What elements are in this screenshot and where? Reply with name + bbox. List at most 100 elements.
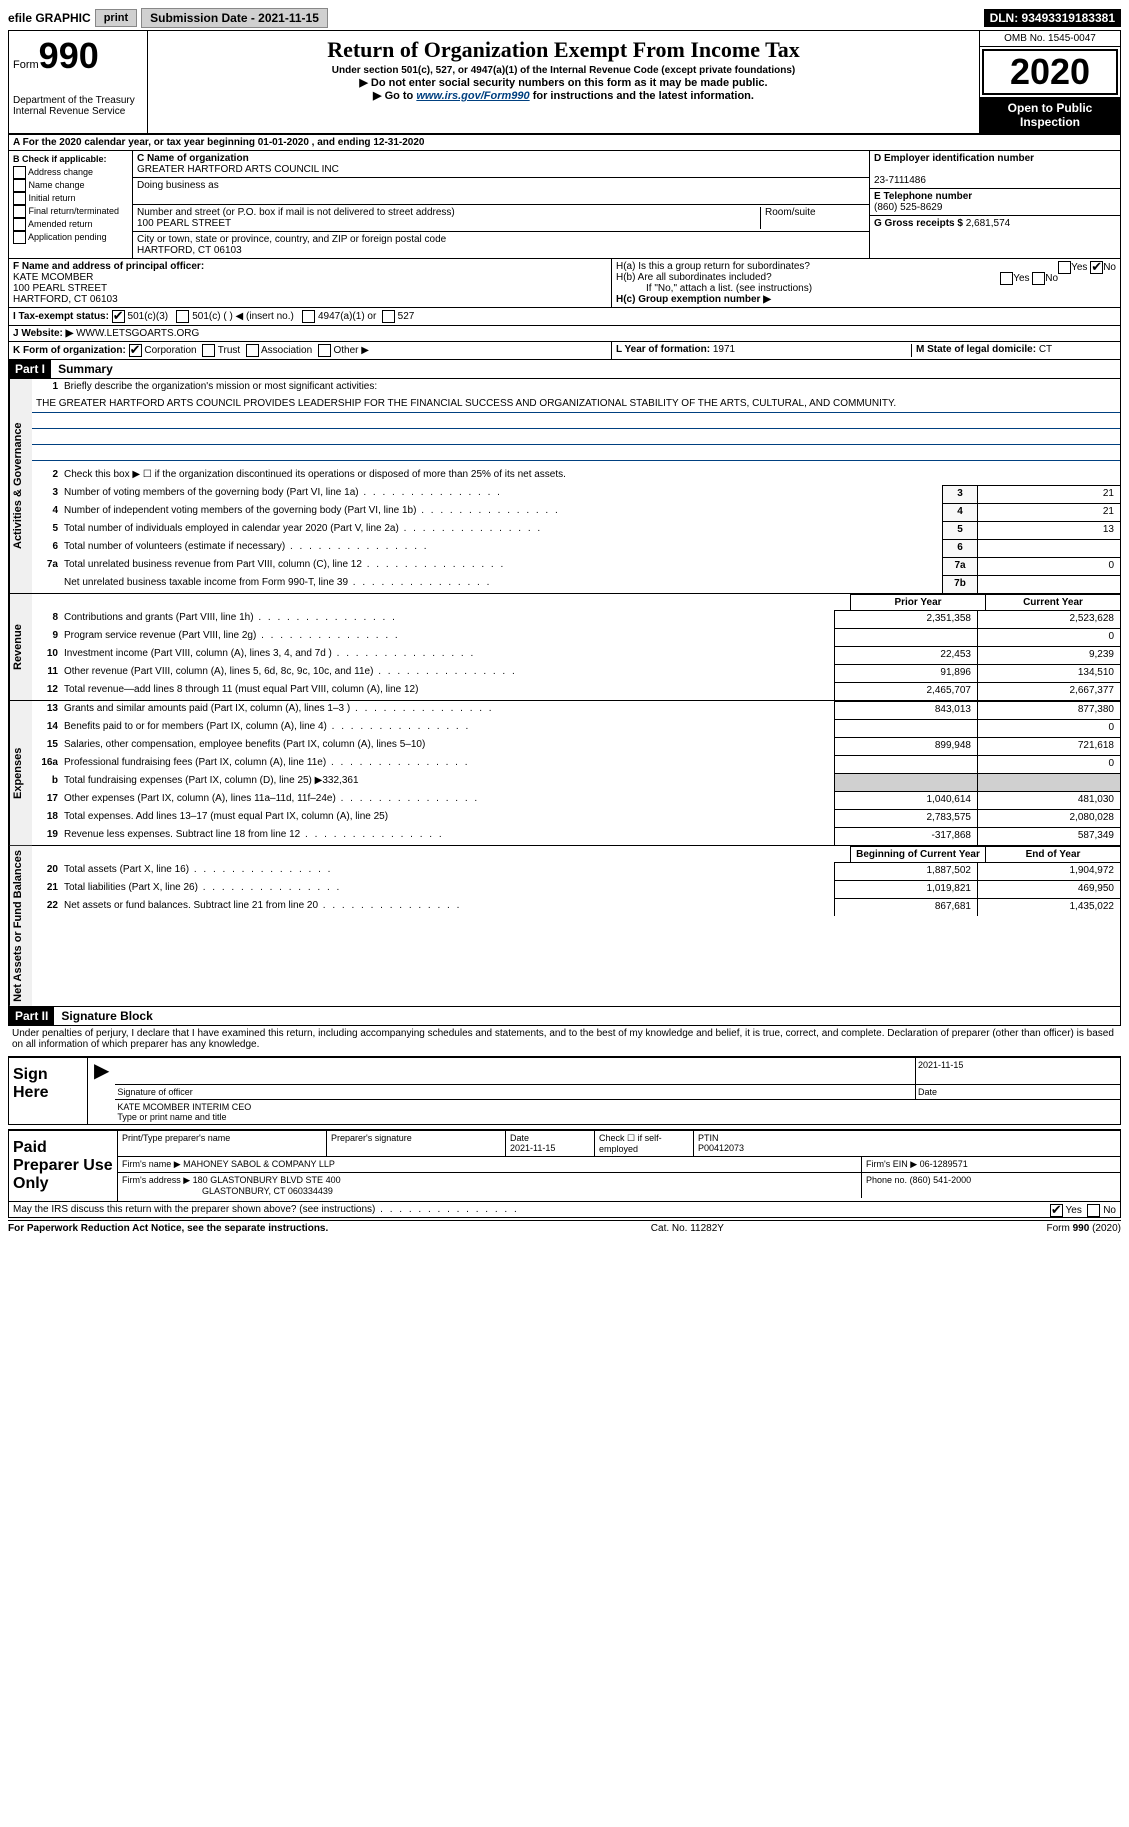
line6-val bbox=[977, 539, 1120, 557]
penalties-text: Under penalties of perjury, I declare th… bbox=[8, 1026, 1121, 1052]
page-footer: For Paperwork Reduction Act Notice, see … bbox=[8, 1220, 1121, 1236]
cb-other-form[interactable] bbox=[318, 344, 331, 357]
part2-header: Part II bbox=[9, 1007, 54, 1025]
paperwork-notice: For Paperwork Reduction Act Notice, see … bbox=[8, 1223, 328, 1234]
street-address: 100 PEARL STREET bbox=[137, 218, 231, 229]
line3-val: 21 bbox=[977, 485, 1120, 503]
cb-association[interactable] bbox=[246, 344, 259, 357]
cb-hb-yes[interactable] bbox=[1000, 272, 1013, 285]
cb-initial-return[interactable]: Initial return bbox=[13, 192, 128, 205]
line16a-cy: 0 bbox=[977, 755, 1120, 773]
line17-cy: 481,030 bbox=[977, 791, 1120, 809]
cb-hb-no[interactable] bbox=[1032, 272, 1045, 285]
state-domicile: CT bbox=[1039, 344, 1052, 355]
prep-date: 2021-11-15 bbox=[510, 1143, 555, 1153]
print-button[interactable]: print bbox=[95, 9, 137, 27]
line15-py: 899,948 bbox=[834, 737, 977, 755]
cb-4947[interactable] bbox=[302, 310, 315, 323]
section-c: C Name of organization GREATER HARTFORD … bbox=[133, 151, 869, 258]
irs-link[interactable]: www.irs.gov/Form990 bbox=[416, 90, 529, 102]
gross-receipts: 2,681,574 bbox=[966, 218, 1011, 229]
part2-title: Signature Block bbox=[61, 1009, 152, 1023]
section-b: B Check if applicable: Address change Na… bbox=[9, 151, 133, 258]
officer-name-title: KATE MCOMBER INTERIM CEO bbox=[117, 1102, 1118, 1112]
cb-501c[interactable] bbox=[176, 310, 189, 323]
efile-label: efile GRAPHIC bbox=[8, 11, 91, 25]
line22-py: 867,681 bbox=[834, 898, 977, 916]
firm-addr2: GLASTONBURY, CT 060334439 bbox=[122, 1186, 333, 1196]
cb-address-change[interactable]: Address change bbox=[13, 166, 128, 179]
irs-label: Internal Revenue Service bbox=[13, 106, 143, 117]
firm-addr1: 180 GLASTONBURY BLVD STE 400 bbox=[193, 1175, 341, 1185]
line19-cy: 587,349 bbox=[977, 827, 1120, 845]
firm-name: MAHONEY SABOL & COMPANY LLP bbox=[183, 1159, 335, 1169]
mission-text: THE GREATER HARTFORD ARTS COUNCIL PROVID… bbox=[32, 397, 1120, 413]
firm-ein: 06-1289571 bbox=[920, 1159, 968, 1169]
line12-cy: 2,667,377 bbox=[977, 682, 1120, 700]
row-a: A For the 2020 calendar year, or tax yea… bbox=[8, 135, 1121, 151]
row-j: J Website: ▶ WWW.LETSGOARTS.ORG bbox=[8, 326, 1121, 342]
part1-title: Summary bbox=[58, 362, 113, 376]
line20-py: 1,887,502 bbox=[834, 862, 977, 880]
header-left: Form990 Department of the Treasury Inter… bbox=[9, 31, 148, 133]
cb-irs-no[interactable] bbox=[1087, 1204, 1100, 1217]
org-name: GREATER HARTFORD ARTS COUNCIL INC bbox=[137, 164, 339, 175]
form-subtitle: Under section 501(c), 527, or 4947(a)(1)… bbox=[152, 65, 975, 76]
sign-here-label: Sign Here bbox=[9, 1058, 88, 1124]
section-fh: F Name and address of principal officer:… bbox=[8, 259, 1121, 308]
cb-amended-return[interactable]: Amended return bbox=[13, 218, 128, 231]
sign-arrow-icon: ▶ bbox=[88, 1058, 115, 1124]
cb-527[interactable] bbox=[382, 310, 395, 323]
line21-cy: 469,950 bbox=[977, 880, 1120, 898]
cb-irs-yes[interactable] bbox=[1050, 1204, 1063, 1217]
line10-py: 22,453 bbox=[834, 646, 977, 664]
line18-py: 2,783,575 bbox=[834, 809, 977, 827]
dln-label: DLN: 93493319183381 bbox=[984, 9, 1121, 27]
city-state-zip: HARTFORD, CT 06103 bbox=[137, 245, 242, 256]
paid-preparer-block: Paid Preparer Use Only Print/Type prepar… bbox=[8, 1129, 1121, 1202]
cb-application-pending[interactable]: Application pending bbox=[13, 231, 128, 244]
line11-py: 91,896 bbox=[834, 664, 977, 682]
form-header: Form990 Department of the Treasury Inter… bbox=[8, 30, 1121, 135]
ein-value: 23-7111486 bbox=[874, 175, 926, 186]
line8-py: 2,351,358 bbox=[834, 610, 977, 628]
form-title: Return of Organization Exempt From Incom… bbox=[152, 37, 975, 63]
omb-number: OMB No. 1545-0047 bbox=[980, 31, 1120, 47]
section-d: D Employer identification number 23-7111… bbox=[869, 151, 1120, 258]
top-bar: efile GRAPHIC print Submission Date - 20… bbox=[8, 8, 1121, 28]
header-center: Return of Organization Exempt From Incom… bbox=[148, 31, 979, 133]
form-number: 990 bbox=[39, 35, 99, 76]
summary-netassets: Net Assets or Fund Balances Beginning of… bbox=[8, 846, 1121, 1007]
line14-cy: 0 bbox=[977, 719, 1120, 737]
line9-cy: 0 bbox=[977, 628, 1120, 646]
dept-label: Department of the Treasury bbox=[13, 95, 143, 106]
prior-year-header: Prior Year bbox=[850, 594, 985, 610]
row-klm: K Form of organization: Corporation Trus… bbox=[8, 342, 1121, 360]
cb-corporation[interactable] bbox=[129, 344, 142, 357]
begin-year-header: Beginning of Current Year bbox=[850, 846, 985, 862]
summary-governance: Activities & Governance 1Briefly describ… bbox=[8, 379, 1121, 594]
line8-cy: 2,523,628 bbox=[977, 610, 1120, 628]
line5-val: 13 bbox=[977, 521, 1120, 539]
may-irs-discuss: May the IRS discuss this return with the… bbox=[8, 1202, 1121, 1218]
line9-py bbox=[834, 628, 977, 646]
line13-cy: 877,380 bbox=[977, 701, 1120, 719]
net-side-label: Net Assets or Fund Balances bbox=[9, 846, 32, 1006]
cb-final-return[interactable]: Final return/terminated bbox=[13, 205, 128, 218]
cb-ha-yes[interactable] bbox=[1058, 261, 1071, 274]
sig-date-value: 2021-11-15 bbox=[915, 1058, 1120, 1084]
cat-number: Cat. No. 11282Y bbox=[651, 1223, 724, 1234]
end-year-header: End of Year bbox=[985, 846, 1120, 862]
cb-trust[interactable] bbox=[202, 344, 215, 357]
officer-name: KATE MCOMBER bbox=[13, 272, 93, 283]
line16a-py bbox=[834, 755, 977, 773]
summary-expenses: Expenses 13Grants and similar amounts pa… bbox=[8, 701, 1121, 846]
open-public-label: Open to Public Inspection bbox=[980, 97, 1120, 133]
cb-ha-no[interactable] bbox=[1090, 261, 1103, 274]
cb-501c3[interactable] bbox=[112, 310, 125, 323]
website-value: WWW.LETSGOARTS.ORG bbox=[76, 328, 199, 339]
line21-py: 1,019,821 bbox=[834, 880, 977, 898]
line13-py: 843,013 bbox=[834, 701, 977, 719]
cb-name-change[interactable]: Name change bbox=[13, 179, 128, 192]
line12-py: 2,465,707 bbox=[834, 682, 977, 700]
